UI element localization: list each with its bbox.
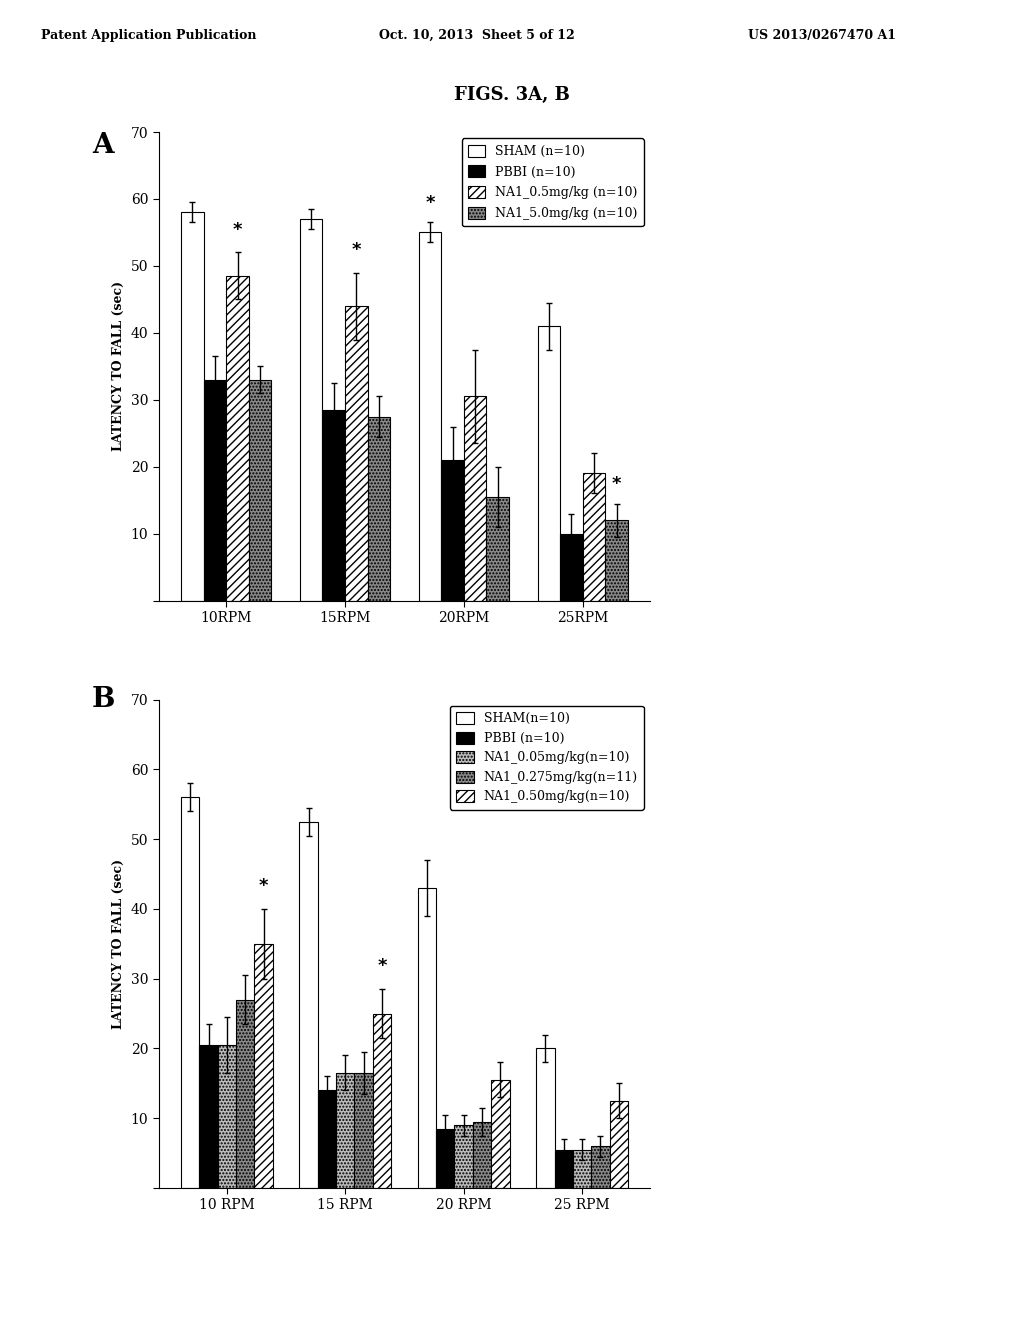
Bar [538,326,560,601]
Bar [299,821,317,1188]
Bar [373,1014,391,1188]
Text: *: * [259,876,268,895]
Bar [473,1122,492,1188]
Bar [336,1073,354,1188]
Bar [455,1125,473,1188]
Bar [492,1080,510,1188]
Bar [226,276,249,601]
Bar [317,1090,336,1188]
Text: Patent Application Publication: Patent Application Publication [41,29,256,42]
Text: *: * [351,242,361,259]
Text: FIGS. 3A, B: FIGS. 3A, B [454,86,570,104]
Bar [181,797,200,1188]
Bar [560,533,583,601]
Text: Oct. 10, 2013  Sheet 5 of 12: Oct. 10, 2013 Sheet 5 of 12 [379,29,574,42]
Bar [204,380,226,601]
Bar [486,496,509,601]
Text: *: * [612,475,622,494]
Bar [345,306,368,601]
Bar [605,520,628,601]
Bar [254,944,272,1188]
Bar [609,1101,628,1188]
Text: A: A [92,132,114,158]
Legend: SHAM (n=10), PBBI (n=10), NA1_0.5mg/kg (n=10), NA1_5.0mg/kg (n=10): SHAM (n=10), PBBI (n=10), NA1_0.5mg/kg (… [462,139,644,226]
Text: *: * [425,194,435,213]
Text: B: B [92,686,116,713]
Y-axis label: LATENCY TO FALL (sec): LATENCY TO FALL (sec) [112,281,125,451]
Bar [368,417,390,601]
Bar [300,219,323,601]
Bar [591,1146,609,1188]
Bar [537,1048,555,1188]
Legend: SHAM(n=10), PBBI (n=10), NA1_0.05mg/kg(n=10), NA1_0.275mg/kg(n=11), NA1_0.50mg/k: SHAM(n=10), PBBI (n=10), NA1_0.05mg/kg(n… [450,706,644,809]
Bar [436,1129,455,1188]
Bar [181,213,204,601]
Bar [323,409,345,601]
Bar [218,1045,237,1188]
Bar [555,1150,572,1188]
Bar [583,474,605,601]
Bar [419,232,441,601]
Y-axis label: LATENCY TO FALL (sec): LATENCY TO FALL (sec) [112,859,125,1028]
Text: *: * [377,957,387,975]
Bar [249,380,271,601]
Bar [572,1150,591,1188]
Bar [418,888,436,1188]
Bar [464,396,486,601]
Bar [237,999,254,1188]
Bar [441,461,464,601]
Text: *: * [232,222,243,239]
Text: US 2013/0267470 A1: US 2013/0267470 A1 [748,29,896,42]
Bar [200,1045,218,1188]
Bar [354,1073,373,1188]
